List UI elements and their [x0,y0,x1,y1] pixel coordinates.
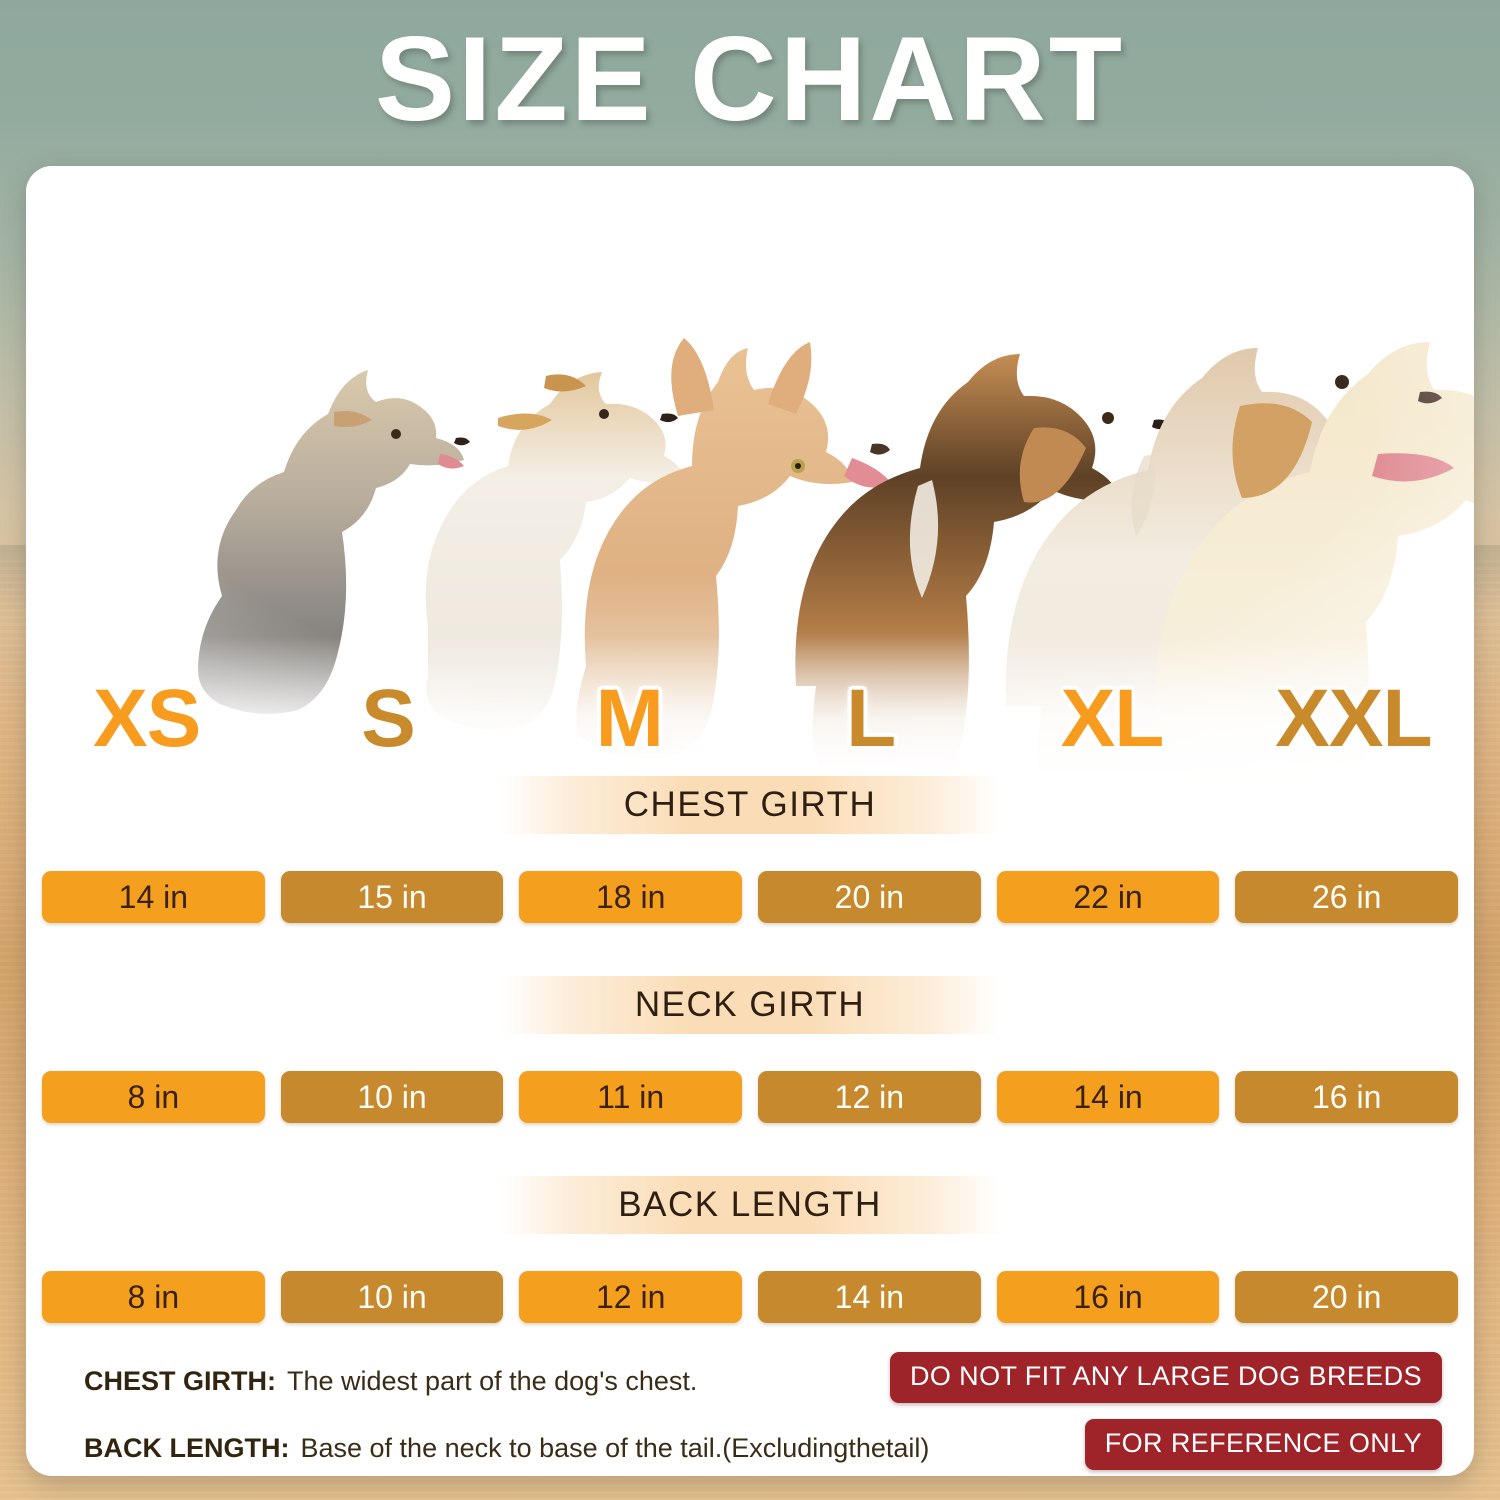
footnotes: CHEST GIRTH: The widest part of the dog'… [84,1366,984,1476]
badge-no-large-breeds: DO NOT FIT ANY LARGE DOG BREEDS [889,1352,1442,1403]
section-header-band: BACK LENGTH [500,1176,1000,1234]
section-neck-girth: NECK GIRTH 8 in 10 in 11 in 12 in 14 in … [26,974,1474,1123]
footnote-value: Base of the neck to base of the tail.(Ex… [300,1433,930,1463]
size-label-xs: XS [92,673,201,764]
value-pill-neck-xl: 14 in [996,1071,1220,1123]
value-pill-chest-m: 18 in [519,871,743,923]
footnote-value: The widest part of the dog's chest. [287,1366,698,1396]
section-header: CHEST GIRTH [26,774,1474,836]
value-pill-chest-xxl: 26 in [1235,871,1459,923]
value-row-neck-girth: 8 in 10 in 11 in 12 in 14 in 16 in [26,1071,1474,1123]
warning-badges: DO NOT FIT ANY LARGE DOG BREEDS FOR REFE… [889,1352,1442,1470]
section-title-neck-girth: NECK GIRTH [634,985,866,1024]
value-pill-back-l: 14 in [758,1271,981,1323]
section-chest-girth: CHEST GIRTH 14 in 15 in 18 in 20 in 22 i… [26,774,1474,923]
section-header-band: CHEST GIRTH [500,776,1000,834]
size-cell: XXL [1233,671,1474,767]
size-label-row: XS S M L XL XXL [26,671,1474,767]
size-label-xxl: XXL [1275,673,1432,764]
size-cell: M [509,671,750,767]
size-cell: L [750,671,991,767]
value-pill-chest-xs: 14 in [42,871,265,923]
section-header: BACK LENGTH [26,1174,1474,1236]
size-label-l: L [846,673,896,764]
value-pill-neck-s: 10 in [280,1071,504,1123]
size-cell: XS [26,671,267,767]
footnote-back-length: BACK LENGTH: Base of the neck to base of… [84,1433,984,1464]
value-pill-back-m: 12 in [519,1271,743,1323]
footnote-key: CHEST GIRTH: [84,1366,276,1396]
footnote-chest-girth: CHEST GIRTH: The widest part of the dog'… [84,1366,984,1397]
size-label-m: M [595,673,664,764]
page-title: SIZE CHART [375,12,1125,146]
value-pill-back-xs: 8 in [42,1271,265,1323]
value-pill-back-xl: 16 in [996,1271,1220,1323]
value-pill-neck-xs: 8 in [42,1071,265,1123]
value-pill-chest-l: 20 in [758,871,981,923]
value-pill-neck-xxl: 16 in [1235,1071,1459,1123]
size-label-s: S [361,673,416,764]
section-title-back-length: BACK LENGTH [618,1185,882,1224]
section-header: NECK GIRTH [26,974,1474,1036]
value-pill-back-xxl: 20 in [1235,1271,1459,1323]
value-pill-neck-l: 12 in [758,1071,981,1123]
section-back-length: BACK LENGTH 8 in 10 in 12 in 14 in 16 in… [26,1174,1474,1323]
value-pill-neck-m: 11 in [519,1071,743,1123]
value-pill-chest-s: 15 in [280,871,504,923]
value-pill-chest-xl: 22 in [996,871,1220,923]
dog-lineup-image [26,166,1474,786]
size-label-xl: XL [1060,673,1165,764]
value-row-back-length: 8 in 10 in 12 in 14 in 16 in 20 in [26,1271,1474,1323]
section-title-chest-girth: CHEST GIRTH [623,785,877,824]
size-cell: S [267,671,508,767]
section-header-band: NECK GIRTH [500,976,1000,1034]
badge-for-reference-only: FOR REFERENCE ONLY [1084,1419,1442,1470]
value-pill-back-s: 10 in [280,1271,504,1323]
footnote-key: BACK LENGTH: [84,1433,290,1463]
chart-card: XS S M L XL XXL CHEST GIRTH [26,166,1474,1476]
size-cell: XL [991,671,1232,767]
value-row-chest-girth: 14 in 15 in 18 in 20 in 22 in 26 in [26,871,1474,923]
